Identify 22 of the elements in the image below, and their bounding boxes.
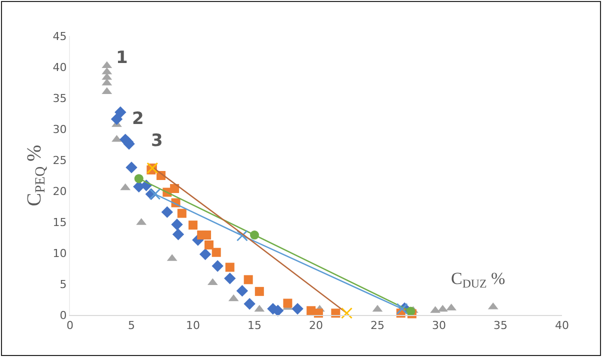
y-tick-label: 25 [52, 154, 67, 167]
y-tick-label: 30 [52, 122, 67, 136]
annotation: 3 [151, 131, 163, 151]
x-axis-title: C$_{DUZ}$ % [451, 269, 506, 291]
y-tick-label: 5 [60, 278, 67, 291]
x-tick-label: 20 [309, 319, 323, 332]
y-tick-label: 10 [52, 246, 67, 260]
x-tick-label: 25 [370, 319, 384, 332]
annotation: 2 [132, 109, 144, 129]
y-tick-label: 40 [52, 60, 67, 74]
y-tick-label: 45 [52, 30, 67, 43]
x-tick-label: 15 [248, 319, 262, 332]
y-tick-label: 0 [60, 308, 67, 322]
x-tick-label: 10 [186, 319, 200, 332]
y-tick-label: 20 [52, 184, 67, 198]
x-tick-label: 35 [494, 319, 508, 332]
x-tick-label: 30 [432, 319, 446, 332]
y-tick-label: 35 [52, 92, 67, 105]
x-tick-label: 40 [555, 319, 569, 332]
x-tick-label: 5 [128, 319, 135, 332]
annotation: 1 [116, 48, 128, 68]
y-tick-label: 15 [52, 216, 67, 229]
